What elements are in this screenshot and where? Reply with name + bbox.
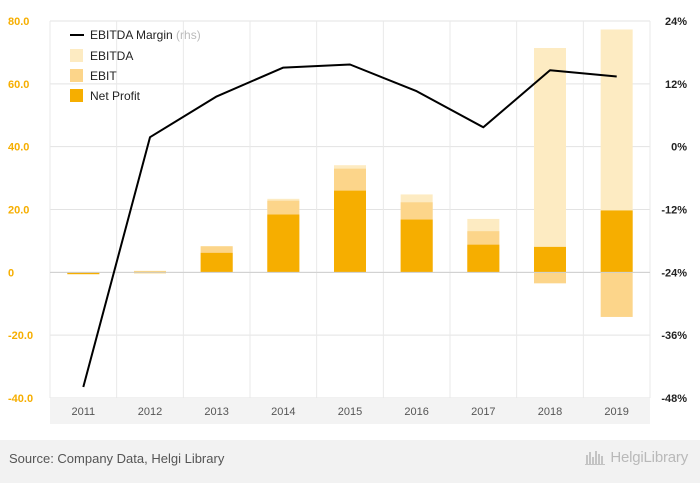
margin-line (82, 63, 617, 388)
bar-net-profit (467, 244, 500, 273)
y-tick-label: 40.0 (8, 142, 29, 154)
y-tick-label: 60.0 (8, 79, 29, 91)
x-tick-label: 2013 (204, 406, 228, 418)
axes: 80.0 24% 60.0 12% 40.0 0% 20.0 -12% 0 -24% -20.0 -3… (8, 16, 687, 424)
x-axis-band (50, 398, 650, 424)
brand-logo: HelgiLibrary (585, 449, 688, 469)
legend-swatch-ebit (70, 69, 83, 82)
y2-tick-label: -12% (661, 205, 687, 217)
x-tick-label: 2017 (471, 406, 495, 418)
line-ebitda-margin (82, 63, 617, 388)
bar-net-profit (400, 219, 433, 273)
y2-tick-label: 0% (671, 142, 687, 154)
bar-net-profit (200, 252, 233, 273)
y-tick-label: 0 (8, 267, 14, 279)
x-tick-label: 2014 (271, 406, 295, 418)
legend-label-net-profit: Net Profit (90, 89, 141, 103)
y2-tick-label: -24% (661, 267, 687, 279)
chart: 80.0 24% 60.0 12% 40.0 0% 20.0 -12% 0 -24% -20.0 -3… (8, 16, 687, 424)
legend-label-ebit: EBIT (90, 69, 117, 83)
bar-ebit (534, 272, 566, 284)
brand-name: HelgiLibrary (610, 449, 688, 466)
y2-tick-label: -48% (661, 393, 687, 405)
y2-tick-label: 12% (665, 79, 687, 91)
footer-band (0, 440, 700, 483)
legend-swatch-net-profit (70, 89, 83, 102)
y-tick-label: -20.0 (8, 330, 33, 342)
x-tick-label: 2011 (72, 406, 96, 418)
y2-tick-label: -36% (661, 330, 687, 342)
legend-label-ebitda: EBITDA (90, 49, 133, 63)
bar-net-profit (534, 246, 566, 273)
bar-net-profit (267, 214, 300, 273)
library-icon (585, 449, 607, 469)
x-tick-label: 2018 (538, 406, 562, 418)
x-tick-label: 2015 (338, 406, 362, 418)
bar-ebit (600, 272, 633, 317)
x-tick-label: 2012 (138, 406, 162, 418)
y-tick-label: 80.0 (8, 16, 29, 28)
x-tick-label: 2016 (404, 406, 428, 418)
legend-label-ebitda-margin: EBITDA Margin (rhs) (90, 28, 201, 42)
source-note: Source: Company Data, Helgi Library (9, 451, 225, 466)
y2-tick-label: 24% (665, 16, 687, 28)
bars (67, 29, 633, 317)
bar-net-profit (600, 210, 633, 273)
y-tick-label: 20.0 (8, 205, 29, 217)
legend-rhs-note: (rhs) (176, 28, 201, 42)
x-tick-label: 2019 (604, 406, 628, 418)
legend-swatch-ebitda (70, 49, 83, 62)
bar-net-profit (334, 190, 366, 273)
legend: EBITDA Margin (rhs) EBITDA EBIT Net Profit (70, 28, 201, 103)
bar-net-profit (67, 272, 100, 275)
y-tick-label: -40.0 (8, 393, 33, 405)
bar-ebitda (534, 48, 566, 273)
